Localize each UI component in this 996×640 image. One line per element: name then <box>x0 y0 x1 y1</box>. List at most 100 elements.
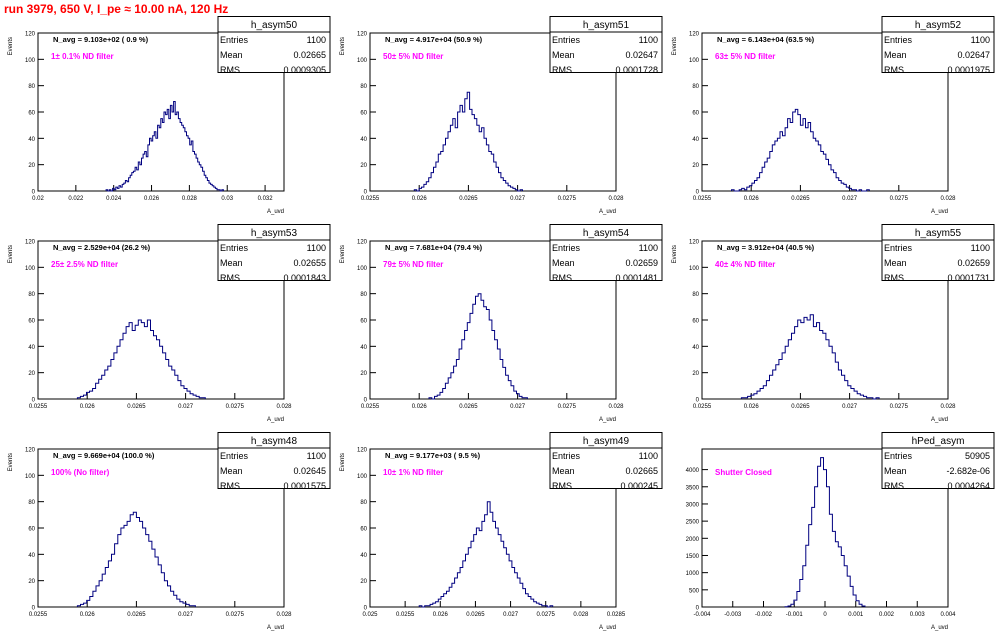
histogram-name: h_asym48 <box>251 436 298 447</box>
y-tick-label: 60 <box>28 319 35 325</box>
y-tick-label: 40 <box>28 553 35 559</box>
histogram-bin <box>821 152 824 192</box>
x-tick-label: 0.028 <box>573 612 589 618</box>
histogram-bin <box>481 300 484 399</box>
histogram-line <box>106 102 223 192</box>
stat-mean-value: 0.02665 <box>625 466 658 476</box>
stat-mean-value: 0.02659 <box>625 258 658 268</box>
y-tick-label: 40 <box>692 345 699 351</box>
histogram-bin <box>169 119 171 191</box>
stat-rms-value: 0.0001728 <box>615 65 658 75</box>
navg-label: N_avg = 6.143e+04 (63.5 %) <box>717 35 815 44</box>
x-tick-label: 0.025 <box>362 612 378 618</box>
histogram-bin <box>127 182 129 191</box>
filter-note: 100% (No filter) <box>51 468 110 477</box>
histogram-bin <box>803 119 806 191</box>
x-tick-label: 0.0255 <box>29 404 48 410</box>
stat-rms-value: 0.0009305 <box>283 65 326 75</box>
y-tick-label: 120 <box>689 240 700 246</box>
stat-entries-label: Entries <box>552 243 581 253</box>
y-tick-label: 120 <box>689 32 700 38</box>
x-tick-label: 0.02 <box>32 196 44 202</box>
histogram-bin <box>804 317 807 399</box>
stat-rms-label: RMS <box>220 65 240 75</box>
y-axis-label: Events <box>340 453 346 471</box>
y-tick-label: 80 <box>28 84 35 90</box>
histogram-bin <box>150 138 152 191</box>
histogram-bin <box>479 132 481 191</box>
y-tick-label: 20 <box>360 371 367 377</box>
histogram-line <box>429 294 527 399</box>
histogram-bin <box>474 119 476 191</box>
stat-rms-label: RMS <box>220 481 240 491</box>
histogram-bin <box>143 528 146 607</box>
y-tick-label: 100 <box>689 266 700 272</box>
histogram-bin <box>130 515 133 607</box>
histogram-name: h_asym49 <box>583 436 630 447</box>
histogram-bin <box>476 296 479 399</box>
y-tick-label: 100 <box>357 266 368 272</box>
y-tick-label: 120 <box>357 240 368 246</box>
x-tick-label: 0.0265 <box>791 196 810 202</box>
x-tick-label: 0.0255 <box>361 196 380 202</box>
stat-rms-value: 0.0001843 <box>283 273 326 283</box>
histogram-bin <box>143 154 145 191</box>
histogram-bin <box>450 125 452 191</box>
y-tick-label: 0 <box>32 190 36 196</box>
stat-mean-label: Mean <box>220 50 243 60</box>
y-axis-label: Events <box>8 37 14 55</box>
y-tick-label: 120 <box>25 240 36 246</box>
y-tick-label: 40 <box>692 137 699 143</box>
x-tick-label: 0.0275 <box>226 404 245 410</box>
histogram-bin <box>115 544 118 607</box>
histogram-bin <box>473 304 476 399</box>
histogram-bin <box>199 165 201 191</box>
x-tick-label: 0.027 <box>842 404 858 410</box>
x-tick-label: 0.0285 <box>607 612 626 618</box>
histogram-bin <box>167 109 169 191</box>
y-tick-label: 20 <box>28 579 35 585</box>
histogram-bin <box>175 115 177 191</box>
histogram-bin <box>135 325 138 399</box>
x-tick-label: 0.0265 <box>459 404 478 410</box>
stat-rms-label: RMS <box>884 65 904 75</box>
histogram-name: h_asym50 <box>251 20 298 31</box>
navg-label: N_avg = 3.912e+04 (40.5 %) <box>717 243 815 252</box>
y-tick-label: 80 <box>28 292 35 298</box>
y-tick-label: 60 <box>360 319 367 325</box>
y-tick-label: 60 <box>692 111 699 117</box>
stat-rms-label: RMS <box>552 481 572 491</box>
x-tick-label: 0.0265 <box>466 612 485 618</box>
filter-note: 1± 0.1% ND filter <box>51 52 114 61</box>
stat-mean-label: Mean <box>884 258 907 268</box>
histogram-name: h_asym55 <box>915 228 962 239</box>
x-tick-label: -0.002 <box>755 612 773 618</box>
y-tick-label: 20 <box>28 371 35 377</box>
histogram-bin <box>476 528 479 607</box>
navg-label: N_avg = 9.103e+02 ( 0.9 %) <box>53 35 149 44</box>
stat-entries-value: 50905 <box>965 451 990 461</box>
histogram-bin <box>767 158 770 191</box>
stat-mean-value: 0.02645 <box>293 466 326 476</box>
histogram-bin <box>471 541 474 607</box>
filter-note: 40± 4% ND filter <box>715 260 775 269</box>
histogram-name: h_asym52 <box>915 20 962 31</box>
y-tick-label: 40 <box>360 553 367 559</box>
y-axis-label: Events <box>8 245 14 263</box>
stat-entries-value: 1100 <box>639 451 658 461</box>
histogram-bin <box>154 132 156 191</box>
y-tick-label: 0 <box>696 606 700 612</box>
histogram-bin <box>788 340 791 399</box>
histogram-bin <box>193 152 195 192</box>
y-tick-label: 120 <box>357 448 368 454</box>
histogram-bin <box>795 109 798 191</box>
y-tick-label: 60 <box>360 527 367 533</box>
stat-mean-label: Mean <box>220 466 243 476</box>
histogram-line <box>785 458 865 607</box>
y-tick-label: 0 <box>364 398 368 404</box>
histogram-bin <box>144 327 147 399</box>
y-tick-label: 40 <box>360 137 367 143</box>
histogram-bin <box>133 512 136 607</box>
